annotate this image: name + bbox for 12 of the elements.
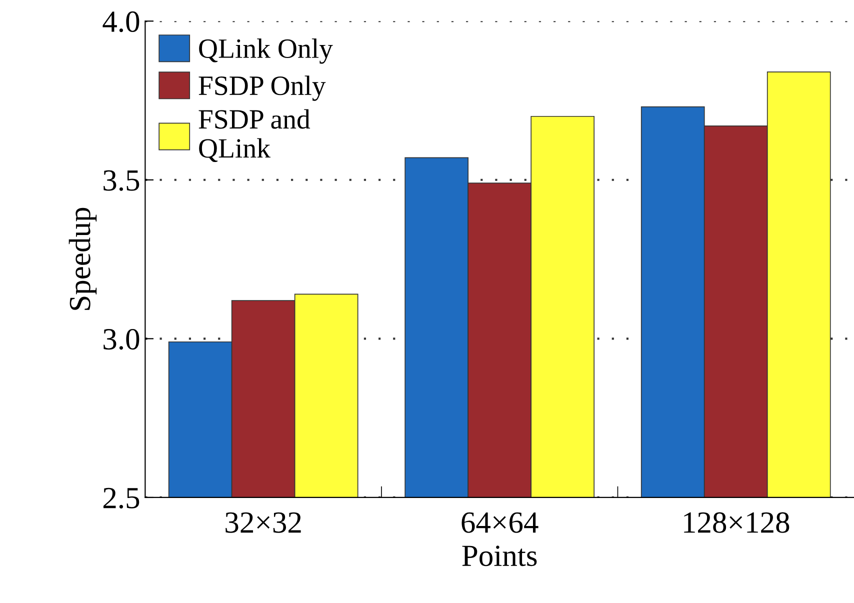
- y-tick-label: 3.0: [104, 328, 140, 350]
- y-tick-label: 3.5: [104, 170, 140, 191]
- legend-label: QLink Only: [199, 38, 333, 64]
- y-tick-label: 2.5: [103, 488, 140, 509]
- x-tick-label: 128×128: [684, 512, 790, 533]
- x-tick-label: 64×64: [462, 512, 538, 533]
- y-tick-label: 4.0: [102, 11, 140, 32]
- legend-label: FSDP Only: [198, 76, 326, 101]
- x-axis-title: Points: [462, 546, 537, 566]
- legend-label: FSDP and QLink: [198, 109, 310, 162]
- x-tick-label: 32×32: [226, 512, 301, 533]
- y-axis-title: Speedup: [68, 208, 97, 310]
